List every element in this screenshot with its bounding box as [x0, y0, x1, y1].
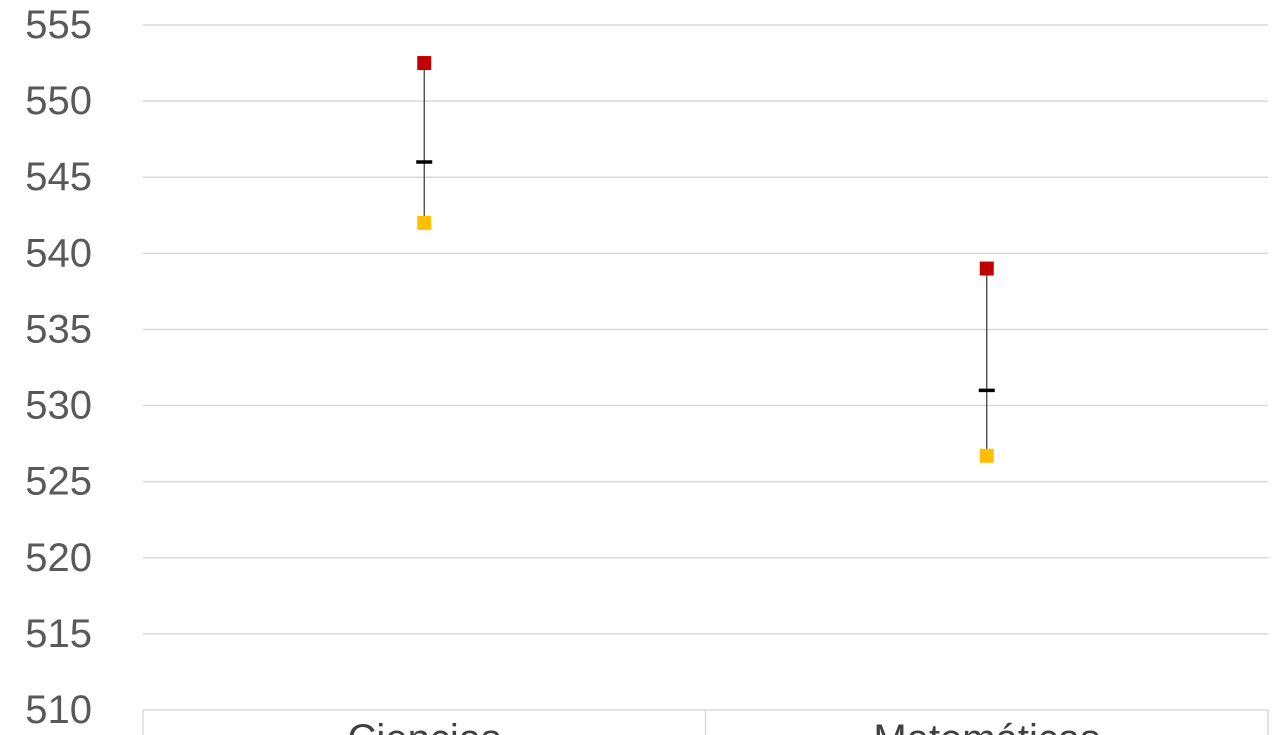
data-point-square — [979, 261, 994, 276]
y-tick-label: 525 — [25, 460, 92, 504]
gridlines — [143, 24, 1268, 635]
data-point-square — [979, 448, 994, 463]
x-category-label: Matemáticas — [873, 717, 1100, 735]
y-tick-label: 545 — [25, 155, 92, 199]
data-point-square — [417, 56, 432, 71]
y-tick-label: 540 — [25, 231, 92, 275]
x-category-label: Ciencias — [348, 717, 501, 735]
plot-area — [416, 56, 995, 463]
y-tick-label: 535 — [25, 307, 92, 351]
y-tick-label: 555 — [25, 3, 92, 47]
y-tick-label: 510 — [25, 688, 92, 732]
x-axis: Ciencias Matemáticas — [142, 709, 1269, 735]
y-tick-label: 520 — [25, 536, 92, 580]
data-point-square — [417, 215, 432, 230]
y-tick-label: 530 — [25, 384, 92, 428]
y-tick-label: 515 — [25, 612, 92, 656]
y-axis: 555 550 545 540 535 530 525 520 515 510 — [25, 3, 92, 732]
y-tick-label: 550 — [25, 79, 92, 123]
